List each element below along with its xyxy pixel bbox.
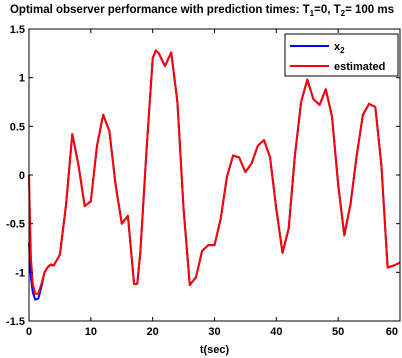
legend-box xyxy=(284,33,399,77)
y-tick-label: 1.5 xyxy=(10,24,25,36)
chart-title: Optimal observer performance with predic… xyxy=(10,4,394,18)
x-tick-label: 20 xyxy=(147,326,159,338)
series-layer xyxy=(28,49,401,301)
x-tick-label: 40 xyxy=(270,326,282,338)
x-axis-label: t(sec) xyxy=(200,344,230,356)
x-tick-label: 60 xyxy=(386,326,398,338)
series-line-estimated xyxy=(28,49,401,295)
y-tick-label: 1 xyxy=(19,73,25,85)
y-tick-label: -1.5 xyxy=(6,316,25,328)
y-tick-label: -1 xyxy=(15,267,25,279)
legend-label-estimated: estimated xyxy=(334,61,385,73)
ticks-layer: 0 10 20 30 40 50 60 -1.5 -1 -0.5 0 0.5 1 1.5 xyxy=(6,24,401,338)
y-tick-label: -0.5 xyxy=(6,219,25,231)
x-tick-label: 0 xyxy=(26,326,32,338)
y-tick-label: 0 xyxy=(19,170,25,182)
series-line-x2 xyxy=(28,49,401,301)
y-tick-label: 0.5 xyxy=(10,121,25,133)
x-tick-label: 50 xyxy=(332,326,344,338)
x-tick-label: 10 xyxy=(85,326,97,338)
legend-label-x2: x2 xyxy=(334,41,345,55)
x-tick-label: 30 xyxy=(208,326,220,338)
legend: x2 estimated xyxy=(284,33,399,77)
